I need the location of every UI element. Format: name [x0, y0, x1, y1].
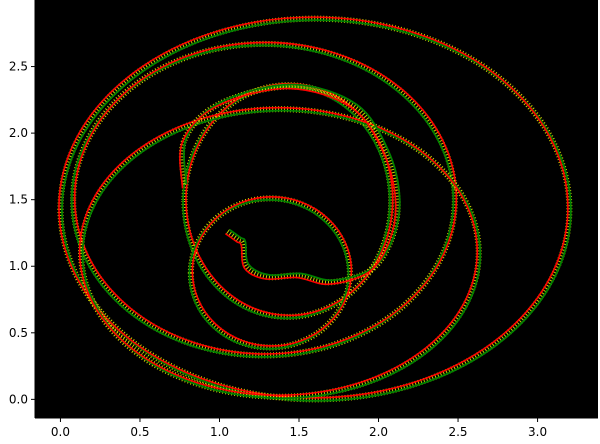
loop-4-red [191, 195, 353, 347]
loop-2-green [70, 44, 455, 358]
y-tick-label: 0.5 [9, 326, 28, 340]
y-tick-label: 0.0 [9, 392, 28, 406]
loop-4-green [188, 198, 350, 351]
loop-0-green [182, 85, 391, 320]
y-tick-label: 2.0 [9, 126, 28, 140]
x-tick-label: 3.0 [528, 425, 547, 439]
curves [57, 15, 573, 403]
loop-3-red [78, 106, 479, 397]
trajectory-start-green [183, 83, 401, 282]
loop-1-green [61, 19, 572, 402]
x-tick-label: 1.0 [210, 425, 229, 439]
y-tick-label: 1.0 [9, 259, 28, 273]
x-tick-label: 2.5 [448, 425, 467, 439]
loop-0-red [185, 82, 394, 317]
loop-1-red [58, 16, 569, 399]
y-tick-label: 2.5 [9, 60, 28, 74]
x-tick-label: 0.5 [130, 425, 149, 439]
trajectory-start-red [179, 87, 397, 286]
loop-2-red [73, 41, 458, 355]
x-tick-label: 2.0 [369, 425, 388, 439]
x-tick-label: 0.0 [51, 425, 70, 439]
loop-3-green [81, 109, 482, 400]
x-tick-label: 1.5 [289, 425, 308, 439]
y-tick-label: 1.5 [9, 193, 28, 207]
axes: 0.0 0.5 1.0 1.5 2.0 2.5 3.0 0.0 0.5 1.0 1.5 2.0 2.5 [9, 0, 598, 439]
